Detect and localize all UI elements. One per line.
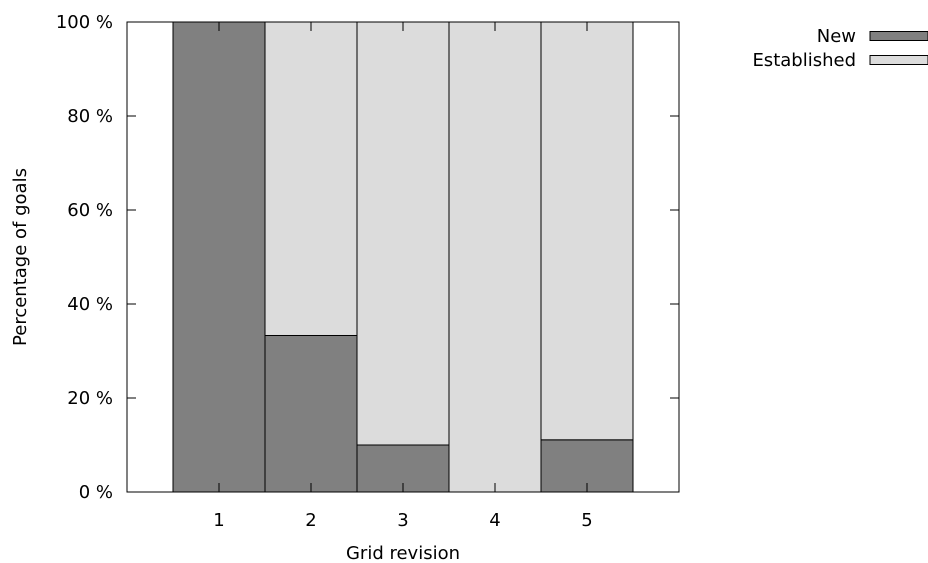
bars-layer bbox=[172, 21, 634, 493]
axes-layer: 0 % 20 % 40 % 60 % 80 % 100 % 1 2 3 4 5 bbox=[56, 12, 680, 531]
legend-swatch-new bbox=[869, 31, 928, 41]
x-tick-label: 4 bbox=[489, 510, 500, 531]
x-tick-label: 2 bbox=[305, 510, 316, 531]
bar-established-2 bbox=[264, 21, 358, 336]
bar-established-4 bbox=[448, 21, 542, 493]
legend-label-new: New bbox=[817, 26, 856, 47]
bar-new-2 bbox=[264, 334, 358, 493]
bar-established-5 bbox=[540, 21, 634, 441]
legend-label-established: Established bbox=[752, 50, 856, 71]
y-tick-label: 40 % bbox=[67, 294, 113, 315]
x-tick-label: 1 bbox=[213, 510, 224, 531]
y-axis-title: Percentage of goals bbox=[10, 168, 31, 346]
x-tick-label: 5 bbox=[581, 510, 592, 531]
legend-swatch-established bbox=[869, 55, 928, 65]
bar-established-3 bbox=[356, 21, 450, 446]
y-tick-label: 0 % bbox=[79, 482, 113, 503]
x-tick-label: 3 bbox=[397, 510, 408, 531]
x-axis-title: Grid revision bbox=[346, 543, 460, 563]
y-tick-label: 20 % bbox=[67, 388, 113, 409]
y-tick-label: 60 % bbox=[67, 200, 113, 221]
y-tick-label: 100 % bbox=[56, 12, 113, 33]
bar-new-1 bbox=[172, 21, 266, 493]
y-tick-label: 80 % bbox=[67, 106, 113, 127]
legend: New Established bbox=[752, 26, 928, 71]
